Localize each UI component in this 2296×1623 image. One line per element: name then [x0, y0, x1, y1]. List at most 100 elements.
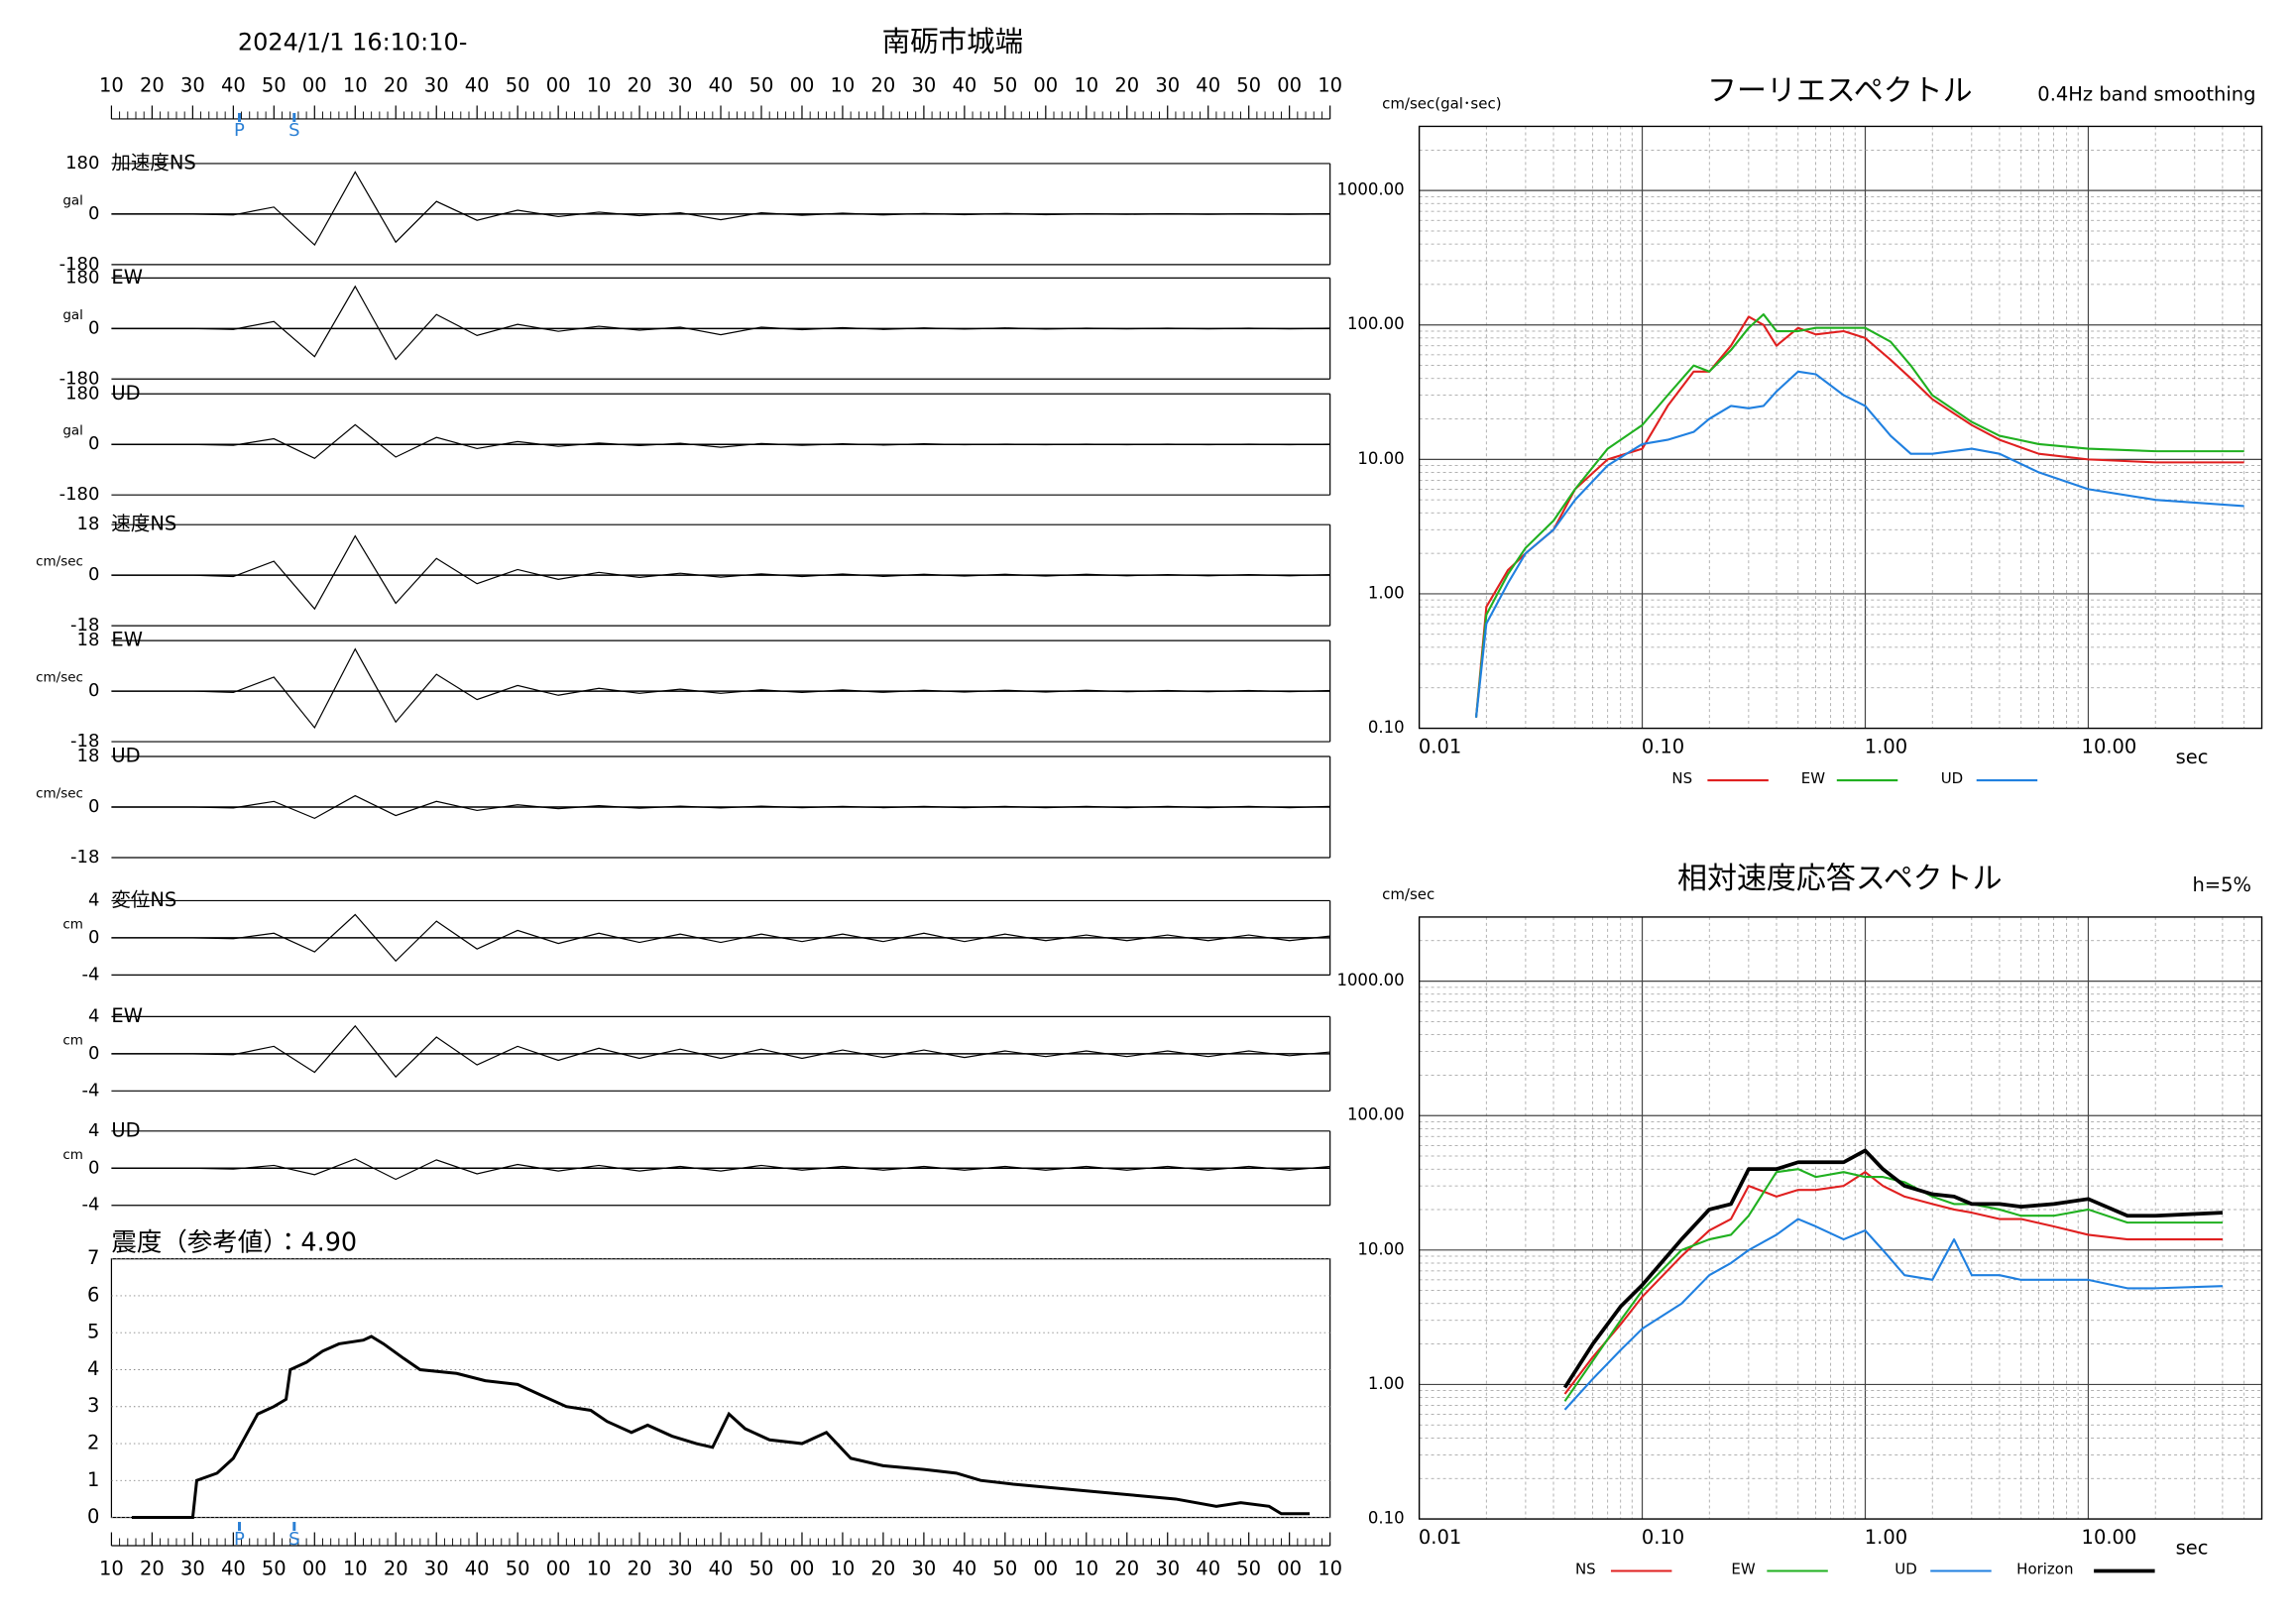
y-tick-label: -18	[70, 847, 99, 868]
y-tick-label: 0.10	[1368, 1509, 1405, 1528]
y-tick-label: 18	[77, 514, 100, 534]
x-tick-label: 40	[221, 1558, 246, 1580]
y-tick-label: 1000.00	[1336, 971, 1404, 989]
unit-label: cm	[62, 1032, 83, 1048]
waveform-trace	[111, 423, 1330, 460]
x-tick-label: 50	[992, 73, 1017, 96]
plot-frame	[110, 1258, 1331, 1519]
plot-frame	[1418, 916, 2263, 1520]
x-tick-label: 50	[506, 1558, 530, 1580]
y-tick-label: 10.00	[1357, 449, 1404, 468]
x-tick-label: 40	[952, 73, 976, 96]
unit-label: gal	[62, 423, 83, 439]
chart-subtitle: 0.4Hz band smoothing	[2037, 82, 2255, 105]
y-tick-label: 6	[87, 1283, 99, 1306]
y-tick-label: 180	[65, 383, 99, 404]
trace-label: 速度NS	[111, 513, 176, 535]
x-tick-label: 00	[1033, 73, 1058, 96]
y-tick-label: 0	[87, 1505, 99, 1528]
y-tick-label: -180	[59, 368, 100, 389]
trace-label: 変位NS	[111, 888, 176, 911]
legend-label: EW	[1801, 769, 1825, 787]
x-tick-label: 40	[709, 73, 734, 96]
unit-label: gal	[62, 307, 83, 323]
x-axis-label: sec	[2176, 1537, 2209, 1560]
spectrum-line	[1474, 315, 2244, 718]
y-tick-label: 0.10	[1368, 718, 1405, 737]
x-tick-label: 40	[1196, 73, 1220, 96]
y-tick-label: 0	[88, 680, 99, 701]
x-tick-label: 00	[1277, 1558, 1302, 1580]
chart-title: フーリエスペクトル	[1707, 73, 1973, 108]
x-tick-label: 10	[343, 1558, 368, 1580]
y-axis-label: cm/sec	[1382, 885, 1435, 903]
y-tick-label: 1000.00	[1336, 180, 1404, 199]
legend-label: NS	[1671, 769, 1692, 787]
x-tick-label: 00	[790, 1558, 815, 1580]
chart-subtitle: h=5%	[2192, 873, 2251, 896]
x-tick-label: 50	[749, 73, 774, 96]
y-tick-label: 2	[87, 1432, 99, 1454]
trace-label: UD	[111, 1118, 140, 1141]
x-tick-label: 50	[262, 73, 287, 96]
x-tick-label: 10	[1074, 73, 1098, 96]
plot-frame	[1418, 125, 2263, 730]
legend-label: NS	[1575, 1561, 1596, 1578]
x-tick-label: 10	[831, 73, 856, 96]
y-tick-label: 0	[88, 433, 99, 454]
y-tick-label: 18	[77, 630, 100, 650]
waveform-trace	[111, 794, 1330, 820]
chart-title: 震度（参考値）：4.90	[111, 1228, 357, 1258]
x-tick-label: 0.10	[1642, 1526, 1684, 1549]
unit-label: gal	[62, 192, 83, 208]
spectrum-line	[1474, 313, 2244, 718]
waveform-trace	[111, 171, 1330, 247]
x-tick-label: 00	[546, 1558, 571, 1580]
x-tick-label: 30	[668, 1558, 693, 1580]
x-tick-label: 20	[871, 73, 896, 96]
x-tick-label: 20	[1114, 73, 1139, 96]
trace-label: EW	[111, 266, 143, 289]
x-tick-label: 40	[221, 73, 246, 96]
x-tick-label: 1.00	[1865, 736, 1907, 758]
x-tick-label: 20	[140, 1558, 165, 1580]
x-tick-label: 10	[587, 1558, 612, 1580]
y-tick-label: 0	[88, 796, 99, 817]
x-tick-label: 10	[99, 1558, 124, 1580]
y-tick-label: 0	[88, 1043, 99, 1064]
x-tick-label: 50	[1236, 73, 1261, 96]
legend-label: UD	[1941, 769, 1964, 787]
y-tick-label: 10.00	[1357, 1239, 1404, 1258]
unit-label: cm/sec	[36, 670, 83, 686]
x-tick-label: 20	[384, 1558, 408, 1580]
phase-label: S	[288, 120, 299, 141]
trace-label: EW	[111, 1004, 143, 1027]
spectrum-line	[1563, 1168, 2223, 1402]
y-tick-label: 0	[88, 317, 99, 338]
x-tick-label: 20	[140, 73, 165, 96]
unit-label: cm/sec	[36, 786, 83, 802]
x-tick-label: 20	[628, 1558, 652, 1580]
x-tick-label: 10	[831, 1558, 856, 1580]
y-tick-label: 180	[65, 267, 99, 288]
legend-label: Horizon	[2016, 1561, 2073, 1578]
x-tick-label: 30	[424, 73, 449, 96]
x-tick-label: 20	[871, 1558, 896, 1580]
phase-label: P	[234, 120, 245, 141]
x-tick-label: 10	[1318, 1558, 1342, 1580]
y-tick-label: 4	[88, 889, 99, 910]
x-tick-label: 30	[912, 1558, 937, 1580]
y-tick-label: -4	[82, 964, 100, 985]
spectrum-line	[1474, 370, 2244, 718]
y-tick-label: 1	[87, 1468, 99, 1491]
waveform-trace	[111, 647, 1330, 730]
spectrum-line	[1562, 1148, 2224, 1389]
y-tick-label: 0	[88, 203, 99, 224]
trace-label: UD	[111, 745, 140, 767]
waveform-trace	[111, 1158, 1330, 1181]
waveform-trace	[111, 534, 1330, 611]
phase-label: S	[288, 1529, 299, 1550]
y-tick-label: -180	[59, 484, 100, 505]
